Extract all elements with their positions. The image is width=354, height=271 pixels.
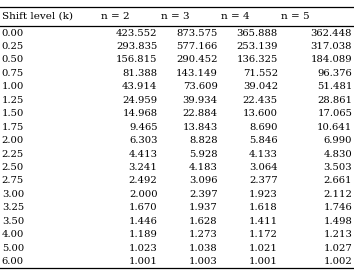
Text: 1.50: 1.50	[2, 109, 24, 118]
Text: n = 2: n = 2	[101, 12, 130, 21]
Text: 253.139: 253.139	[236, 42, 278, 51]
Text: 3.064: 3.064	[249, 163, 278, 172]
Text: 873.575: 873.575	[176, 28, 218, 37]
Text: 73.609: 73.609	[183, 82, 218, 91]
Text: n = 5: n = 5	[281, 12, 310, 21]
Text: 9.465: 9.465	[129, 122, 158, 132]
Text: 3.25: 3.25	[2, 203, 24, 212]
Text: 8.828: 8.828	[189, 136, 218, 145]
Text: 1.027: 1.027	[324, 244, 352, 253]
Text: 5.928: 5.928	[189, 150, 218, 159]
Text: 6.990: 6.990	[324, 136, 352, 145]
Text: 3.241: 3.241	[129, 163, 158, 172]
Text: 1.172: 1.172	[249, 230, 278, 239]
Text: 4.830: 4.830	[324, 150, 352, 159]
Text: 2.50: 2.50	[2, 163, 24, 172]
Text: 81.388: 81.388	[122, 69, 158, 78]
Text: 4.183: 4.183	[189, 163, 218, 172]
Text: 1.023: 1.023	[129, 244, 158, 253]
Text: 10.641: 10.641	[317, 122, 352, 132]
Text: 22.884: 22.884	[183, 109, 218, 118]
Text: 17.065: 17.065	[317, 109, 352, 118]
Text: 143.149: 143.149	[176, 69, 218, 78]
Text: 184.089: 184.089	[310, 55, 352, 64]
Text: 6.00: 6.00	[2, 257, 24, 266]
Text: 2.397: 2.397	[189, 190, 218, 199]
Text: 1.273: 1.273	[189, 230, 218, 239]
Text: 2.492: 2.492	[129, 176, 158, 185]
Text: 5.00: 5.00	[2, 244, 24, 253]
Text: 1.001: 1.001	[249, 257, 278, 266]
Text: 13.843: 13.843	[182, 122, 218, 132]
Text: 290.452: 290.452	[176, 55, 218, 64]
Text: 3.503: 3.503	[324, 163, 352, 172]
Text: 136.325: 136.325	[236, 55, 278, 64]
Text: 22.435: 22.435	[243, 96, 278, 105]
Text: 13.600: 13.600	[243, 109, 278, 118]
Text: 1.002: 1.002	[324, 257, 352, 266]
Text: 293.835: 293.835	[116, 42, 158, 51]
Text: 2.25: 2.25	[2, 150, 24, 159]
Text: 96.376: 96.376	[318, 69, 352, 78]
Text: 1.628: 1.628	[189, 217, 218, 226]
Text: n = 4: n = 4	[221, 12, 250, 21]
Text: 0.50: 0.50	[2, 55, 24, 64]
Text: 39.934: 39.934	[183, 96, 218, 105]
Text: 2.661: 2.661	[324, 176, 352, 185]
Text: 1.411: 1.411	[249, 217, 278, 226]
Text: 43.914: 43.914	[122, 82, 158, 91]
Text: 2.00: 2.00	[2, 136, 24, 145]
Text: 6.303: 6.303	[129, 136, 158, 145]
Text: 156.815: 156.815	[116, 55, 158, 64]
Text: 28.861: 28.861	[317, 96, 352, 105]
Text: 1.670: 1.670	[129, 203, 158, 212]
Text: 8.690: 8.690	[249, 122, 278, 132]
Text: 1.001: 1.001	[129, 257, 158, 266]
Text: 4.133: 4.133	[249, 150, 278, 159]
Text: 5.846: 5.846	[249, 136, 278, 145]
Text: 317.038: 317.038	[311, 42, 352, 51]
Text: 14.968: 14.968	[122, 109, 158, 118]
Text: 1.498: 1.498	[323, 217, 352, 226]
Text: 2.377: 2.377	[249, 176, 278, 185]
Text: 1.189: 1.189	[129, 230, 158, 239]
Text: 39.042: 39.042	[243, 82, 278, 91]
Text: 1.003: 1.003	[189, 257, 218, 266]
Text: n = 3: n = 3	[161, 12, 190, 21]
Text: 1.213: 1.213	[323, 230, 352, 239]
Text: 2.75: 2.75	[2, 176, 24, 185]
Text: 1.00: 1.00	[2, 82, 24, 91]
Text: 1.25: 1.25	[2, 96, 24, 105]
Text: 3.00: 3.00	[2, 190, 24, 199]
Text: 0.25: 0.25	[2, 42, 24, 51]
Text: 0.75: 0.75	[2, 69, 24, 78]
Text: 1.446: 1.446	[129, 217, 158, 226]
Text: 51.481: 51.481	[317, 82, 352, 91]
Text: 365.888: 365.888	[236, 28, 278, 37]
Text: 577.166: 577.166	[176, 42, 218, 51]
Text: 1.021: 1.021	[249, 244, 278, 253]
Text: 1.618: 1.618	[249, 203, 278, 212]
Text: 2.000: 2.000	[129, 190, 158, 199]
Text: 1.746: 1.746	[324, 203, 352, 212]
Text: Shift level (k): Shift level (k)	[2, 12, 73, 21]
Text: 3.096: 3.096	[189, 176, 218, 185]
Text: 423.552: 423.552	[116, 28, 158, 37]
Text: 4.00: 4.00	[2, 230, 24, 239]
Text: 24.959: 24.959	[122, 96, 158, 105]
Text: 2.112: 2.112	[323, 190, 352, 199]
Text: 0.00: 0.00	[2, 28, 24, 37]
Text: 362.448: 362.448	[311, 28, 352, 37]
Text: 1.937: 1.937	[189, 203, 218, 212]
Text: 1.038: 1.038	[189, 244, 218, 253]
Text: 3.50: 3.50	[2, 217, 24, 226]
Text: 71.552: 71.552	[243, 69, 278, 78]
Text: 1.75: 1.75	[2, 122, 24, 132]
Text: 1.923: 1.923	[249, 190, 278, 199]
Text: 4.413: 4.413	[129, 150, 158, 159]
